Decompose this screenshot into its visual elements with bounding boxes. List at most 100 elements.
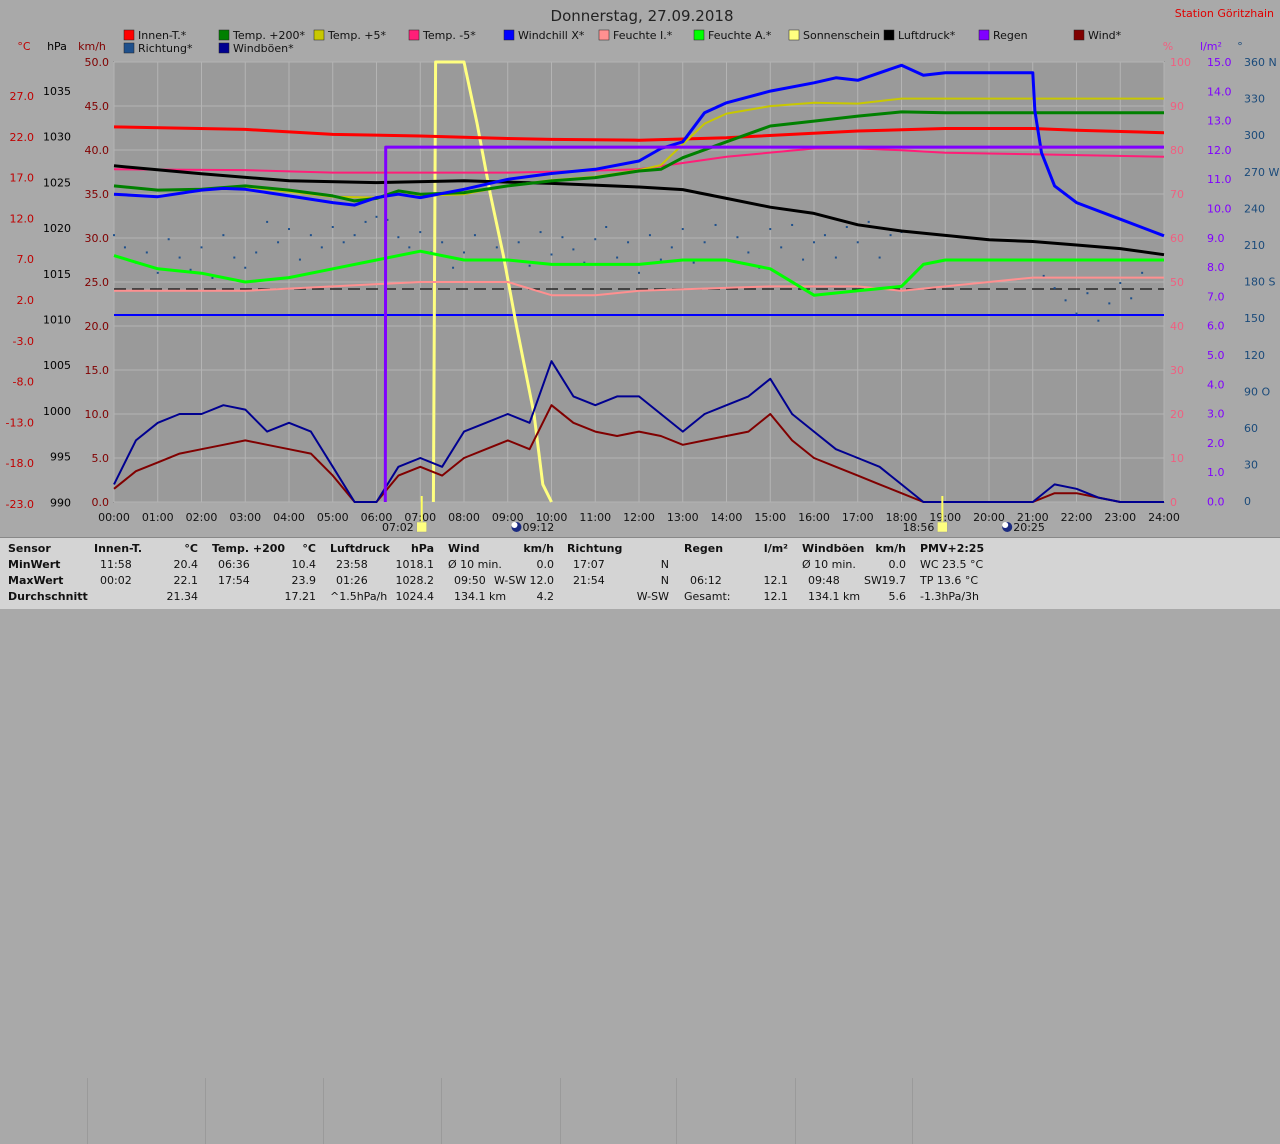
direction-point: [561, 236, 564, 239]
axis-unit-hpa: hPa: [47, 40, 67, 53]
direction-point: [200, 246, 203, 249]
sunrise-sunset-time: 18:56: [903, 521, 935, 534]
tick-label-kmh: 15.0: [85, 364, 110, 377]
tick-label-kmh: 35.0: [85, 188, 110, 201]
direction-point: [659, 258, 662, 261]
direction-point: [638, 271, 640, 274]
tick-label-celsius: 12.0: [10, 212, 35, 225]
tick-label-celsius: 22.0: [10, 131, 35, 144]
station-name: Station Göritzhain: [1175, 7, 1274, 20]
tick-label-hpa: 1010: [43, 314, 71, 327]
stats-innen-col: Innen-T. °C 11:58 20.4 00:02 22.1 21.34: [94, 541, 198, 607]
direction-point: [616, 256, 619, 259]
x-tick-label: 14:00: [711, 511, 743, 524]
direction-point: [386, 218, 389, 221]
direction-point: [1075, 312, 1078, 315]
direction-point: [1053, 287, 1056, 290]
tick-label-rain: 5.0: [1207, 349, 1225, 362]
direction-point: [255, 251, 258, 254]
axis-unit-direction: °: [1237, 40, 1243, 53]
temp200-max-time: 17:54: [218, 574, 250, 587]
direction-point: [495, 246, 498, 249]
stats-temp200-col: Temp. +200 °C 06:36 10.4 17:54 23.9 17.21: [212, 541, 316, 607]
tick-label-celsius: 7.0: [17, 253, 35, 266]
series-feuchte-a: [113, 249, 1164, 297]
wind-distance: 134.1 km: [454, 590, 507, 603]
x-tick-label: 21:00: [1017, 511, 1049, 524]
pmv-dewpoint: TP 13.6 °C: [920, 574, 979, 587]
tick-label-kmh: 25.0: [85, 276, 110, 289]
windboeen-max-val: 19.7: [881, 574, 907, 587]
tick-label-percent: 20: [1170, 408, 1184, 421]
direction-point: [1042, 274, 1045, 277]
direction-point: [113, 234, 115, 237]
windboeen-distance: 134.1 km: [808, 590, 861, 603]
sun-icon: [416, 521, 427, 533]
tick-label-kmh: 5.0: [92, 452, 110, 465]
wind-min-label: Ø 10 min.: [448, 558, 502, 571]
tick-label-kmh: 30.0: [85, 232, 110, 245]
tick-label-celsius: -13.0: [6, 416, 34, 429]
tick-label-percent: 0: [1170, 496, 1177, 509]
axes: 27.0 22.0 17.0 12.0 7.0 2.0 -3.0 -8.0 -13.0 -18.0…: [6, 56, 1280, 524]
richtung-min-val: N: [660, 558, 669, 571]
legend-swatch: [503, 29, 515, 41]
x-tick-label: 05:00: [317, 511, 349, 524]
moonrise-moonset-time: 09:12: [523, 521, 555, 534]
axis-unit-celsius: °C: [17, 40, 31, 53]
tick-label-rain: 9.0: [1207, 232, 1225, 245]
regen-unit: l/m²: [763, 542, 788, 555]
x-tick-label: 06:00: [361, 511, 393, 524]
richtung-max-time: 21:54: [573, 574, 605, 587]
richtung-min-time: 17:07: [573, 558, 605, 571]
temp200-header: Temp. +200: [212, 542, 286, 555]
direction-point: [441, 241, 444, 244]
direction-point: [539, 231, 542, 234]
direction-point: [189, 268, 192, 271]
x-tick-label: 08:00: [448, 511, 480, 524]
richtung-max-val: N: [660, 574, 669, 587]
temp200-avg: 17.21: [284, 590, 317, 603]
tick-label-percent: 50: [1170, 276, 1184, 289]
legend-label: Sonnenschein: [803, 29, 880, 42]
luftdruck-max-time: 01:26: [336, 574, 368, 587]
axis-unit-rain: l/m²: [1200, 40, 1222, 53]
temp200-min-val: 10.4: [291, 558, 317, 571]
tick-label-percent: 40: [1170, 320, 1184, 333]
direction-point: [123, 246, 126, 249]
temp200-max-val: 23.9: [291, 574, 317, 587]
tick-label-kmh: 0.0: [92, 496, 110, 509]
direction-point: [167, 238, 170, 241]
wind-unit: km/h: [523, 542, 554, 555]
direction-point: [1064, 299, 1067, 302]
wind-max-val: 12.0: [529, 574, 555, 587]
tick-label-celsius: -23.0: [6, 498, 34, 511]
direction-point: [1119, 282, 1122, 285]
legend-label: Richtung*: [138, 42, 193, 55]
wind-header: Wind: [448, 542, 480, 555]
legend-label: Innen-T.*: [138, 29, 187, 42]
stats-divider: [795, 1078, 796, 1144]
direction-point: [1141, 271, 1144, 274]
direction-point: [1086, 292, 1089, 295]
legend-label: Windböen*: [233, 42, 294, 55]
tick-label-kmh: 50.0: [85, 56, 110, 69]
innen-max-time: 00:02: [100, 574, 132, 587]
tick-label-direction: 270 W: [1244, 166, 1279, 179]
weather-chart: Donnerstag, 27.09.2018 Station Göritzhai…: [0, 0, 1280, 537]
tick-label-direction: 150: [1244, 312, 1265, 325]
luftdruck-min-time: 23:58: [336, 558, 368, 571]
tick-label-direction: 360 N: [1244, 56, 1277, 69]
direction-point: [145, 251, 148, 254]
direction-point: [834, 256, 837, 259]
legend-label: Luftdruck*: [898, 29, 956, 42]
tick-label-rain: 3.0: [1207, 408, 1225, 421]
direction-point: [277, 241, 280, 244]
legend-swatch: [408, 29, 420, 41]
tick-label-direction: 30: [1244, 459, 1258, 472]
windboeen-max-time: 09:48: [808, 574, 840, 587]
x-tick-label: 12:00: [623, 511, 655, 524]
tick-label-rain: 4.0: [1207, 378, 1225, 391]
tick-label-direction: 240: [1244, 202, 1265, 215]
direction-point: [670, 246, 673, 249]
